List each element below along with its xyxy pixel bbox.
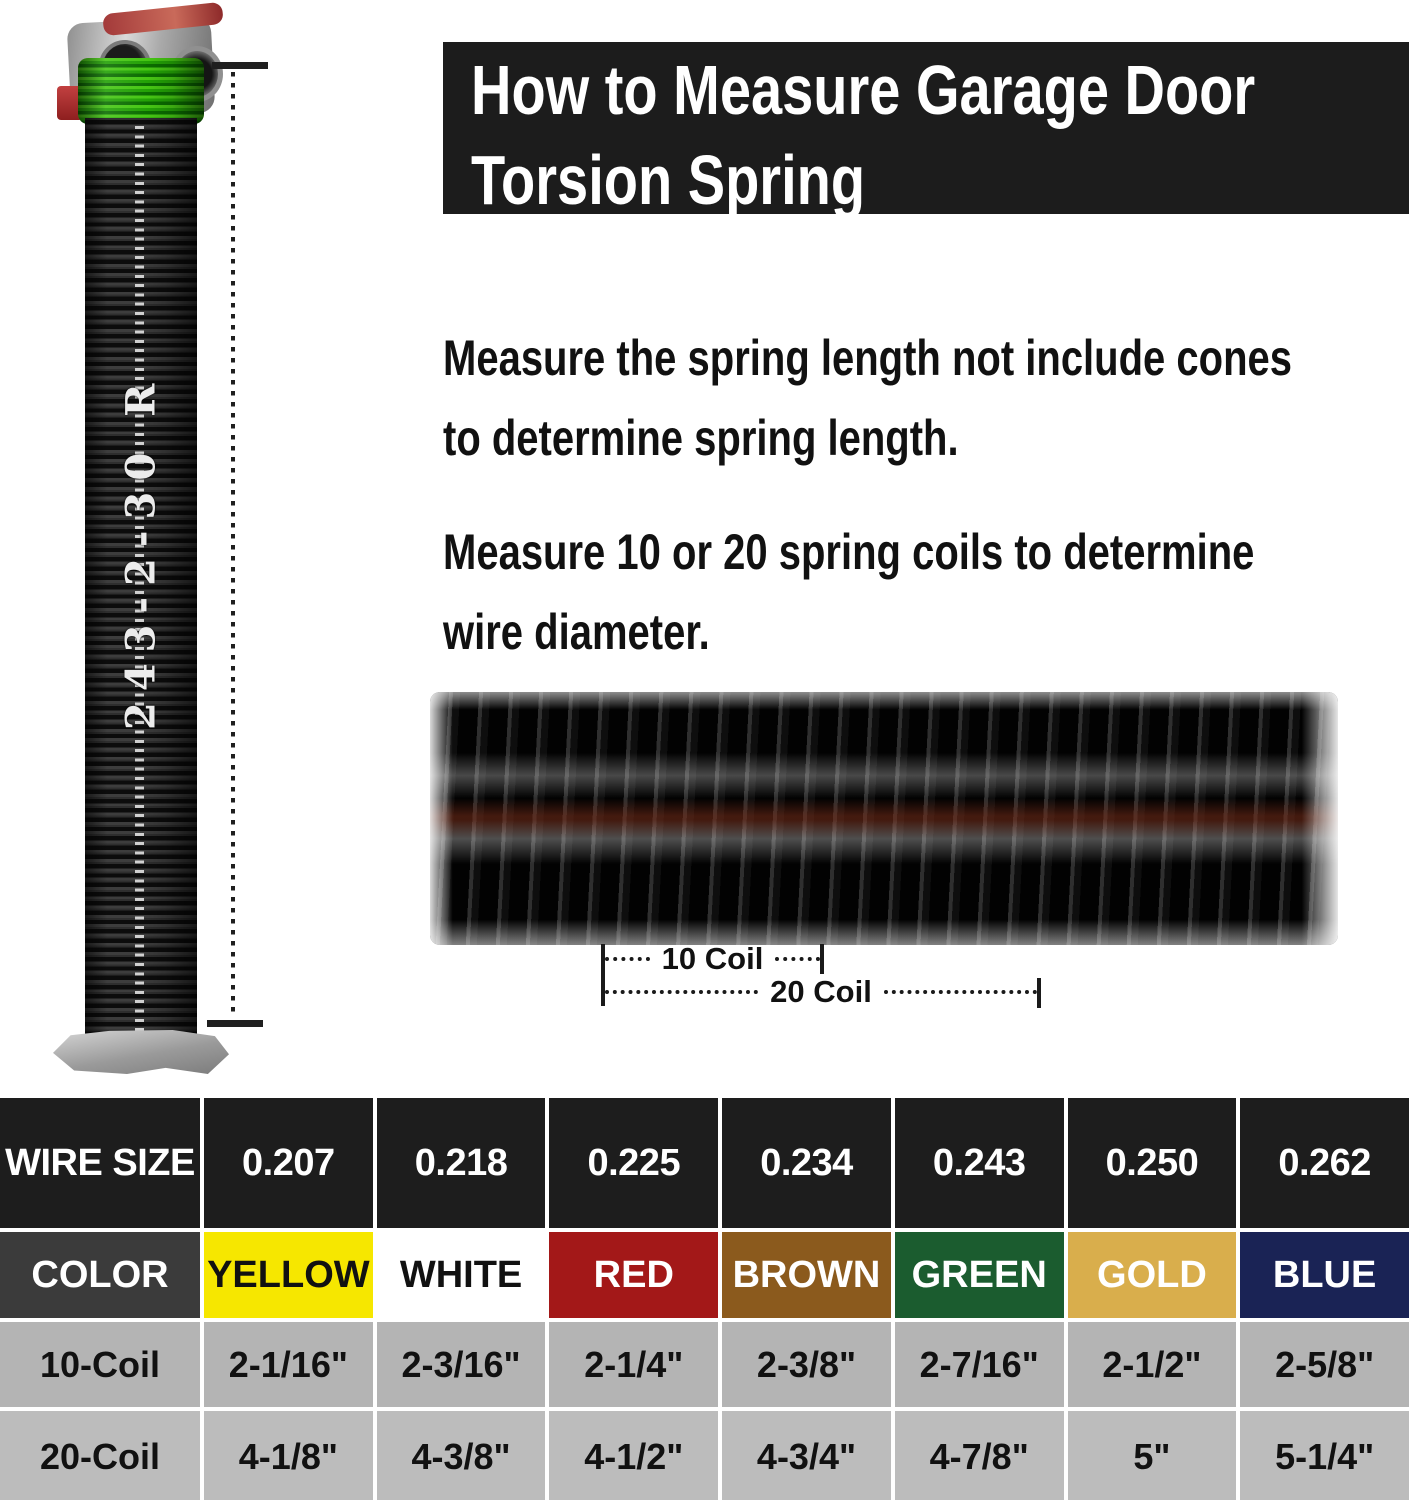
coil-measure-left-tick	[601, 944, 605, 1006]
twenty-coil-value: 4-7/8"	[894, 1411, 1064, 1500]
instruction-paragraph-2: Measure 10 or 20 spring coils to determi…	[443, 512, 1403, 672]
table-header-10-coil: 10-Coil	[0, 1322, 200, 1407]
color-swatch-cell: YELLOW	[204, 1232, 373, 1318]
coil-highlights	[135, 126, 144, 1031]
twenty-coil-value: 4-1/2"	[549, 1411, 719, 1500]
wire-size-value: 0.225	[549, 1098, 719, 1228]
color-swatch-cell: RED	[549, 1232, 719, 1318]
instruction-2-line-2: wire diameter.	[443, 604, 710, 660]
title-banner: How to Measure Garage Door Torsion Sprin…	[443, 42, 1409, 219]
color-swatch-cell: GREEN	[894, 1232, 1064, 1318]
ten-coil-value: 2-3/16"	[376, 1322, 546, 1407]
instruction-2-line-1: Measure 10 or 20 spring coils to determi…	[443, 524, 1255, 580]
table-header-20-coil: 20-Coil	[0, 1411, 200, 1500]
title-line-2: Torsion Spring	[471, 141, 866, 219]
wire-size-value: 0.262	[1240, 1098, 1409, 1228]
coil-measure-10-tick	[820, 944, 824, 974]
twenty-coil-value: 4-1/8"	[204, 1411, 373, 1500]
coil-measure-20-tick	[1037, 978, 1041, 1008]
ten-coil-dotted-left	[605, 957, 650, 961]
spring-part-number-label: 243-2-30 R	[117, 372, 165, 730]
twenty-coil-value: 4-3/8"	[376, 1411, 546, 1500]
wire-size-value: 0.234	[722, 1098, 891, 1228]
instruction-1-line-2: to determine spring length.	[443, 410, 959, 466]
torsion-spring-photo: 243-2-30 R	[53, 1, 229, 1074]
ten-coil-label: 10 Coil	[661, 941, 764, 976]
color-swatch-cell: BROWN	[722, 1232, 891, 1318]
bottom-cone-flange	[53, 1030, 229, 1074]
ten-coil-value: 2-7/16"	[894, 1322, 1064, 1407]
ten-coil-value: 2-3/8"	[722, 1322, 891, 1407]
twenty-coil-label: 20 Coil	[770, 974, 872, 1009]
twenty-coil-dotted-right	[883, 990, 1037, 994]
instruction-paragraph-1: Measure the spring length not include co…	[443, 318, 1403, 478]
ten-coil-value: 2-1/2"	[1067, 1322, 1237, 1407]
wire-size-value: 0.243	[894, 1098, 1064, 1228]
twenty-coil-measure: 20 Coil	[605, 974, 1037, 1009]
measure-line-top-tick	[212, 62, 268, 69]
ten-coil-measure: 10 Coil	[605, 941, 820, 976]
twenty-coil-value: 5-1/4"	[1240, 1411, 1409, 1500]
wire-size-value: 0.218	[376, 1098, 546, 1228]
color-swatch-cell: WHITE	[376, 1232, 546, 1318]
green-coil-section	[78, 58, 204, 124]
table-header-color: COLOR	[0, 1232, 200, 1318]
table-header-wire-size: WIRE SIZE	[0, 1098, 200, 1228]
wire-size-value: 0.250	[1067, 1098, 1237, 1228]
ten-coil-dotted-right	[775, 957, 820, 961]
ten-coil-value: 2-1/4"	[549, 1322, 719, 1407]
coil-closeup-photo	[430, 692, 1338, 945]
twenty-coil-value: 4-3/4"	[722, 1411, 891, 1500]
wire-size-value: 0.207	[204, 1098, 373, 1228]
ten-coil-value: 2-1/16"	[204, 1322, 373, 1407]
twenty-coil-value: 5"	[1067, 1411, 1237, 1500]
ten-coil-value: 2-5/8"	[1240, 1322, 1409, 1407]
measure-line-dotted	[231, 72, 235, 1018]
instruction-1-line-1: Measure the spring length not include co…	[443, 330, 1293, 386]
measure-line-bottom-tick	[207, 1020, 263, 1027]
wire-size-table: WIRE SIZE 0.207 0.218 0.225 0.234 0.243 …	[0, 1098, 1409, 1500]
color-swatch-cell: BLUE	[1240, 1232, 1409, 1318]
twenty-coil-dotted-left	[605, 990, 759, 994]
color-swatch-cell: GOLD	[1067, 1232, 1237, 1318]
title-line-1: How to Measure Garage Door	[471, 51, 1256, 129]
